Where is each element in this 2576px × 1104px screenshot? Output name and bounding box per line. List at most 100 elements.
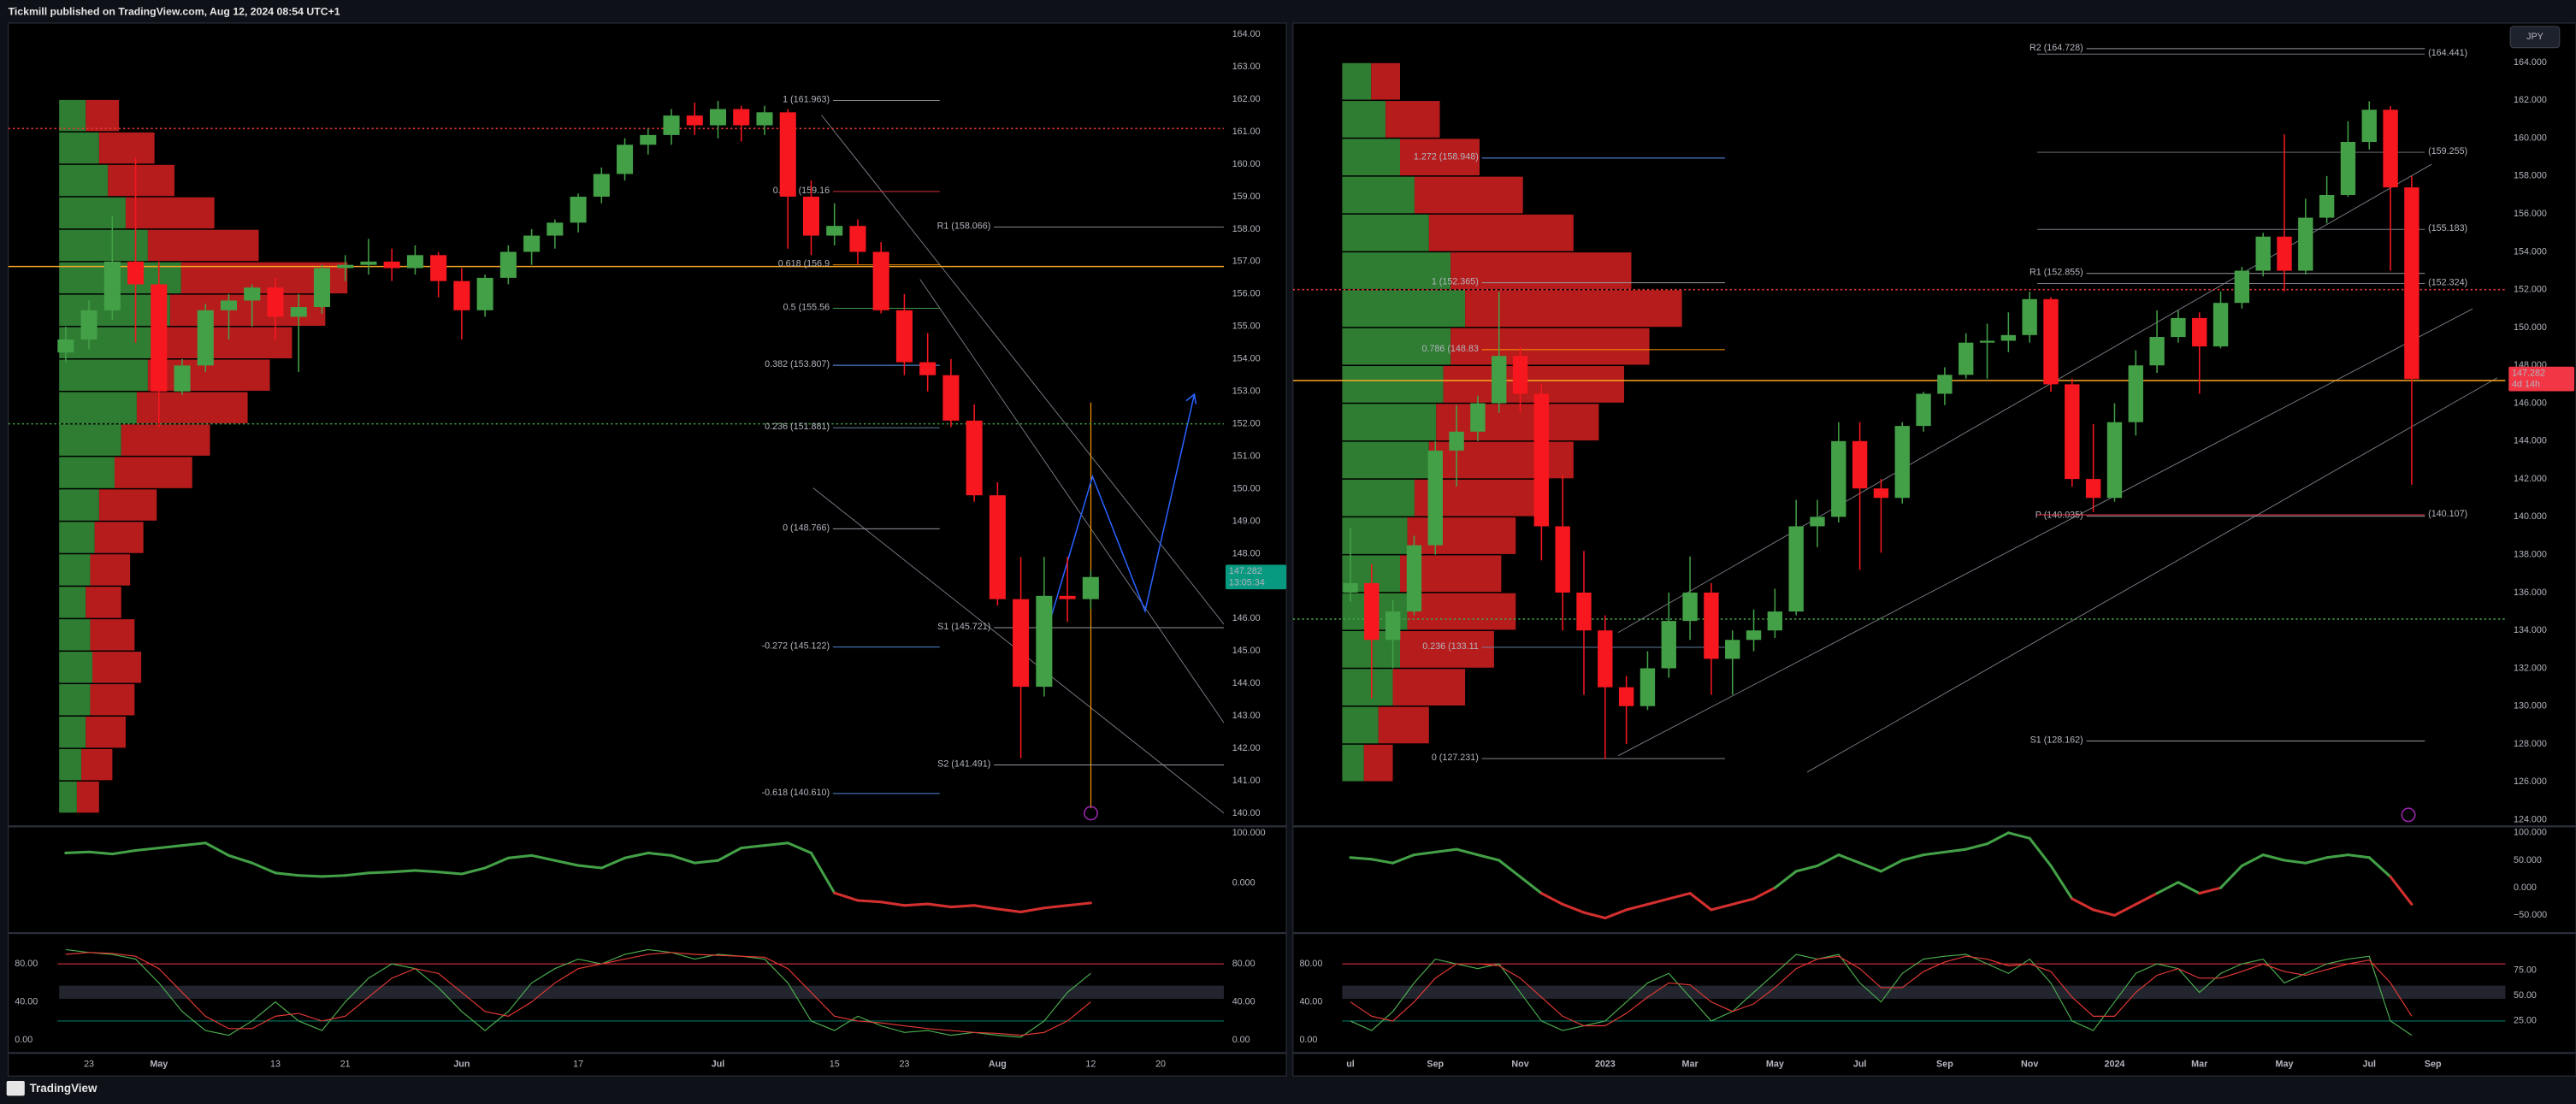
level-label: (152.324) <box>2428 277 2467 287</box>
candle-body <box>2022 298 2037 335</box>
candle-body <box>1343 582 1358 593</box>
currency-button[interactable] <box>2509 26 2561 49</box>
profile-up <box>59 229 148 262</box>
oscillator-line <box>553 859 580 867</box>
alert-icon[interactable] <box>1084 806 1098 821</box>
stoch-band <box>59 985 1225 999</box>
profile-up <box>59 197 126 229</box>
y-tick-label: 80.00 <box>15 959 38 969</box>
candle-body <box>1661 621 1676 669</box>
x-tick-label: ul <box>1346 1060 1355 1070</box>
oscillator-line <box>1019 906 1046 913</box>
candle-body <box>290 307 307 317</box>
y-tick-label: 80.00 <box>1232 959 1256 969</box>
candle-body <box>1894 426 1910 499</box>
y-tick-label: 132.000 <box>2514 663 2547 673</box>
oscillator-line <box>344 871 370 877</box>
candle-body <box>2000 334 2017 341</box>
candle-body <box>1937 375 1953 394</box>
candle-body <box>849 226 866 252</box>
y-tick-label: 160.00 <box>1232 159 1261 169</box>
y-tick-label: 146.000 <box>2514 398 2547 408</box>
candle-body <box>1512 356 1528 394</box>
profile-up <box>1342 252 1451 289</box>
candle-body <box>1406 545 1422 612</box>
candle-body <box>1959 342 1974 375</box>
candle-body <box>640 134 657 145</box>
candle-body <box>127 261 145 285</box>
price-tag <box>1226 564 1287 590</box>
profile-down <box>108 164 175 197</box>
candle-body <box>523 235 541 252</box>
profile-up <box>59 748 82 781</box>
oscillator-line <box>623 851 650 859</box>
candle-body <box>1598 630 1613 688</box>
candle-body <box>2234 270 2250 304</box>
oscillator-line <box>87 850 114 856</box>
profile-up <box>1342 744 1364 782</box>
profile-down <box>1443 366 1625 403</box>
profile-down <box>147 229 259 262</box>
candle-body <box>1640 668 1656 706</box>
candle-body <box>383 261 400 269</box>
y-tick-label: 158.000 <box>2514 171 2547 181</box>
y-tick-label: 164.00 <box>1232 29 1261 39</box>
candle-body <box>2255 236 2271 271</box>
candle-body <box>2298 217 2313 271</box>
candle-body <box>942 375 960 421</box>
profile-up <box>59 99 86 132</box>
y-tick-label: 40.00 <box>1232 997 1256 1007</box>
oscillator-line <box>2240 853 2265 867</box>
candle-body <box>802 197 820 236</box>
level-label: (140.107) <box>2428 509 2467 519</box>
profile-up <box>59 392 137 423</box>
candle-body <box>2361 109 2377 143</box>
profile-up <box>1342 706 1379 744</box>
oscillator-line <box>670 853 696 865</box>
candle-body <box>313 268 330 308</box>
profile-up <box>59 652 93 683</box>
profile-up <box>59 619 91 651</box>
oscillator-line <box>1582 911 1607 920</box>
profile-down <box>90 619 135 651</box>
oscillator-line <box>2006 831 2031 840</box>
oscillator-line <box>2367 856 2392 878</box>
level-label: -0.272 (145.122) <box>762 641 830 652</box>
profile-down <box>1450 328 1650 365</box>
oscillator-line <box>2346 853 2371 859</box>
profile-down <box>86 99 120 132</box>
oscillator-line <box>1731 897 1756 906</box>
oscillator-line <box>786 841 813 854</box>
oscillator-line <box>1433 847 1458 853</box>
oscillator-line <box>902 902 930 907</box>
oscillator-line <box>483 856 510 870</box>
y-tick-label: 100.000 <box>2514 828 2547 838</box>
y-tick-label: 156.000 <box>2514 209 2547 219</box>
candle-body <box>103 261 121 310</box>
alert-icon[interactable] <box>2401 807 2416 823</box>
candle-body <box>499 251 517 278</box>
level-label: 1 (152.365) <box>1432 276 1479 286</box>
level-label: 0.236 (133.11 <box>1422 641 1479 652</box>
candle-body <box>2383 109 2398 188</box>
brand-logo <box>6 1081 25 1096</box>
oscillator-line <box>949 904 976 909</box>
stochastic-line <box>1350 955 2413 1027</box>
candle-body <box>1618 687 1634 706</box>
x-tick-label: 23 <box>84 1060 94 1070</box>
candle-body <box>1470 403 1486 432</box>
oscillator-line <box>1667 892 1692 900</box>
candle-body <box>1831 440 1846 517</box>
y-tick-label: 143.00 <box>1232 711 1261 721</box>
candle-body <box>1788 526 1804 612</box>
candle-body <box>1746 630 1762 641</box>
oscillator-line <box>320 874 347 878</box>
candle-body <box>244 287 261 301</box>
candle-body <box>617 145 634 174</box>
profile-down <box>1378 706 1429 744</box>
profile-up <box>59 587 86 618</box>
oscillator-line <box>576 864 603 870</box>
oscillator-line <box>157 844 184 850</box>
profile-up <box>59 132 99 164</box>
level-label: S1 (145.721) <box>937 622 990 632</box>
